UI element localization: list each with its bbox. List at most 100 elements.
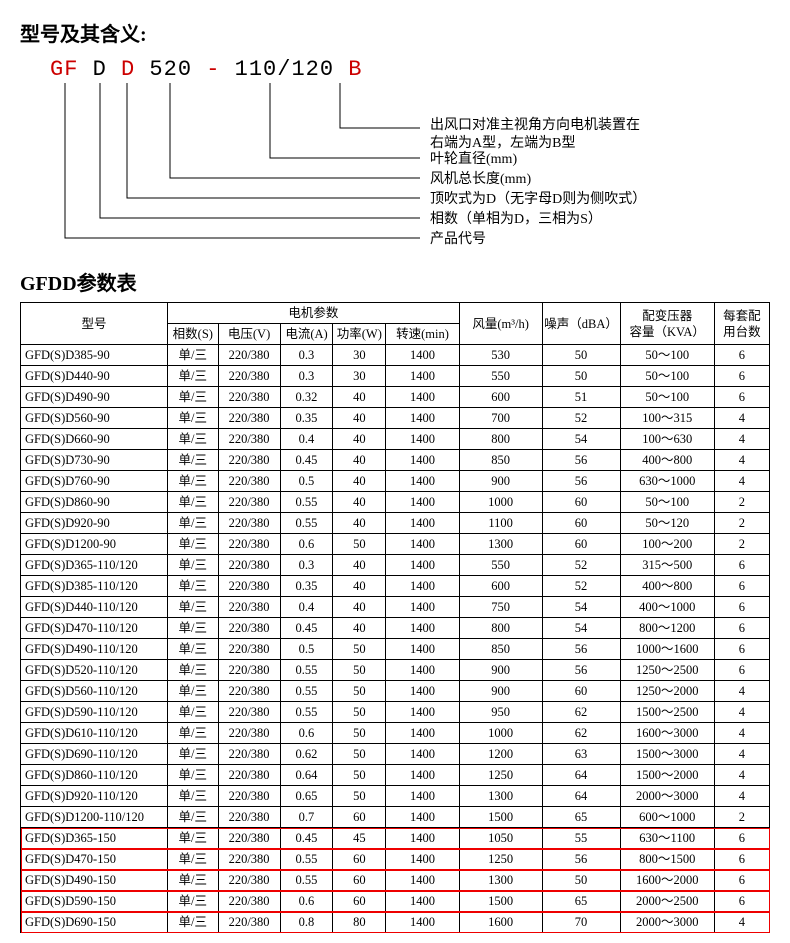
table-cell: 220/380 bbox=[218, 870, 280, 891]
table-cell: 6 bbox=[714, 618, 769, 639]
th-current: 电流(A) bbox=[280, 324, 333, 345]
table-cell: 1400 bbox=[386, 408, 460, 429]
table-cell: 50～120 bbox=[620, 513, 714, 534]
table-row: GFD(S)D560-90单/三220/3800.354014007005210… bbox=[21, 408, 770, 429]
table-row: GFD(S)D690-110/120单/三220/3800.6250140012… bbox=[21, 744, 770, 765]
table-cell: 0.6 bbox=[280, 891, 333, 912]
table-cell: 4 bbox=[714, 912, 769, 933]
table-cell: 1400 bbox=[386, 534, 460, 555]
table-row: GFD(S)D365-150单/三220/3800.45451400105055… bbox=[21, 828, 770, 849]
model-code-part: GF bbox=[50, 57, 93, 82]
table-cell: 220/380 bbox=[218, 744, 280, 765]
table-cell: 220/380 bbox=[218, 555, 280, 576]
table-cell: 单/三 bbox=[168, 345, 219, 366]
bracket-lines bbox=[20, 83, 790, 263]
table-cell: 64 bbox=[542, 786, 620, 807]
table-cell: 51 bbox=[542, 387, 620, 408]
table-cell: 0.3 bbox=[280, 555, 333, 576]
table-cell: 50～100 bbox=[620, 492, 714, 513]
table-cell: 0.4 bbox=[280, 429, 333, 450]
table-cell: GFD(S)D690-150 bbox=[21, 912, 168, 933]
table-cell: 65 bbox=[542, 891, 620, 912]
table-cell: 4 bbox=[714, 744, 769, 765]
table-cell: 220/380 bbox=[218, 450, 280, 471]
table-cell: 1400 bbox=[386, 387, 460, 408]
table-cell: 单/三 bbox=[168, 366, 219, 387]
table-cell: GFD(S)D660-90 bbox=[21, 429, 168, 450]
table-cell: GFD(S)D490-110/120 bbox=[21, 639, 168, 660]
table-cell: 56 bbox=[542, 660, 620, 681]
table-cell: 2 bbox=[714, 534, 769, 555]
table-cell: 40 bbox=[333, 471, 386, 492]
table-cell: 1400 bbox=[386, 849, 460, 870]
table-cell: 1400 bbox=[386, 492, 460, 513]
table-cell: 单/三 bbox=[168, 534, 219, 555]
table-cell: 1600～3000 bbox=[620, 723, 714, 744]
table-cell: GFD(S)D560-110/120 bbox=[21, 681, 168, 702]
table-cell: 56 bbox=[542, 471, 620, 492]
table-cell: 40 bbox=[333, 597, 386, 618]
table-row: GFD(S)D590-110/120单/三220/3800.5550140095… bbox=[21, 702, 770, 723]
table-cell: 220/380 bbox=[218, 534, 280, 555]
table-cell: 600 bbox=[459, 576, 542, 597]
explain-diameter: 叶轮直径(mm) bbox=[430, 151, 517, 169]
table-cell: 220/380 bbox=[218, 387, 280, 408]
table-cell: 2 bbox=[714, 492, 769, 513]
table-cell: 55 bbox=[542, 828, 620, 849]
table-cell: 100～630 bbox=[620, 429, 714, 450]
table-cell: 800 bbox=[459, 429, 542, 450]
table-cell: 2 bbox=[714, 513, 769, 534]
table-cell: 60 bbox=[333, 870, 386, 891]
table-cell: 1500 bbox=[459, 807, 542, 828]
table-title: GFDD参数表 bbox=[20, 267, 770, 296]
model-code-part: - bbox=[206, 57, 234, 82]
table-cell: 400～1000 bbox=[620, 597, 714, 618]
table-row: GFD(S)D470-150单/三220/3800.55601400125056… bbox=[21, 849, 770, 870]
table-cell: 40 bbox=[333, 492, 386, 513]
table-cell: 1400 bbox=[386, 639, 460, 660]
table-cell: 50～100 bbox=[620, 366, 714, 387]
table-cell: 1500～3000 bbox=[620, 744, 714, 765]
table-cell: 单/三 bbox=[168, 660, 219, 681]
table-cell: 0.62 bbox=[280, 744, 333, 765]
table-cell: 单/三 bbox=[168, 912, 219, 933]
table-cell: 单/三 bbox=[168, 639, 219, 660]
table-cell: 4 bbox=[714, 765, 769, 786]
table-cell: 1000 bbox=[459, 723, 542, 744]
th-phase: 相数(S) bbox=[168, 324, 219, 345]
explain-top-blow: 顶吹式为D（无字母D则为侧吹式） bbox=[430, 191, 646, 209]
table-cell: 1500～2500 bbox=[620, 702, 714, 723]
table-cell: 60 bbox=[333, 849, 386, 870]
table-cell: 800 bbox=[459, 618, 542, 639]
table-cell: 220/380 bbox=[218, 618, 280, 639]
table-cell: 0.35 bbox=[280, 576, 333, 597]
th-model: 型号 bbox=[21, 303, 168, 345]
table-cell: 单/三 bbox=[168, 828, 219, 849]
table-row: GFD(S)D1200-110/120单/三220/3800.760140015… bbox=[21, 807, 770, 828]
table-cell: 600 bbox=[459, 387, 542, 408]
table-cell: 220/380 bbox=[218, 639, 280, 660]
table-cell: 2000～3000 bbox=[620, 912, 714, 933]
table-cell: 220/380 bbox=[218, 849, 280, 870]
table-cell: 220/380 bbox=[218, 471, 280, 492]
table-cell: 单/三 bbox=[168, 555, 219, 576]
table-cell: 50 bbox=[333, 534, 386, 555]
table-cell: 单/三 bbox=[168, 408, 219, 429]
table-row: GFD(S)D860-90单/三220/3800.554014001000605… bbox=[21, 492, 770, 513]
th-transformer: 配变压器 容量（KVA） bbox=[620, 303, 714, 345]
table-cell: 56 bbox=[542, 849, 620, 870]
table-cell: 80 bbox=[333, 912, 386, 933]
table-cell: GFD(S)D560-90 bbox=[21, 408, 168, 429]
table-cell: 0.7 bbox=[280, 807, 333, 828]
table-cell: 0.4 bbox=[280, 597, 333, 618]
table-cell: 850 bbox=[459, 639, 542, 660]
table-cell: 0.32 bbox=[280, 387, 333, 408]
table-cell: 50 bbox=[333, 639, 386, 660]
table-cell: 1400 bbox=[386, 597, 460, 618]
table-cell: 4 bbox=[714, 702, 769, 723]
table-cell: 630～1000 bbox=[620, 471, 714, 492]
table-cell: 1400 bbox=[386, 828, 460, 849]
table-cell: 1400 bbox=[386, 471, 460, 492]
table-cell: 6 bbox=[714, 387, 769, 408]
table-cell: 0.45 bbox=[280, 450, 333, 471]
